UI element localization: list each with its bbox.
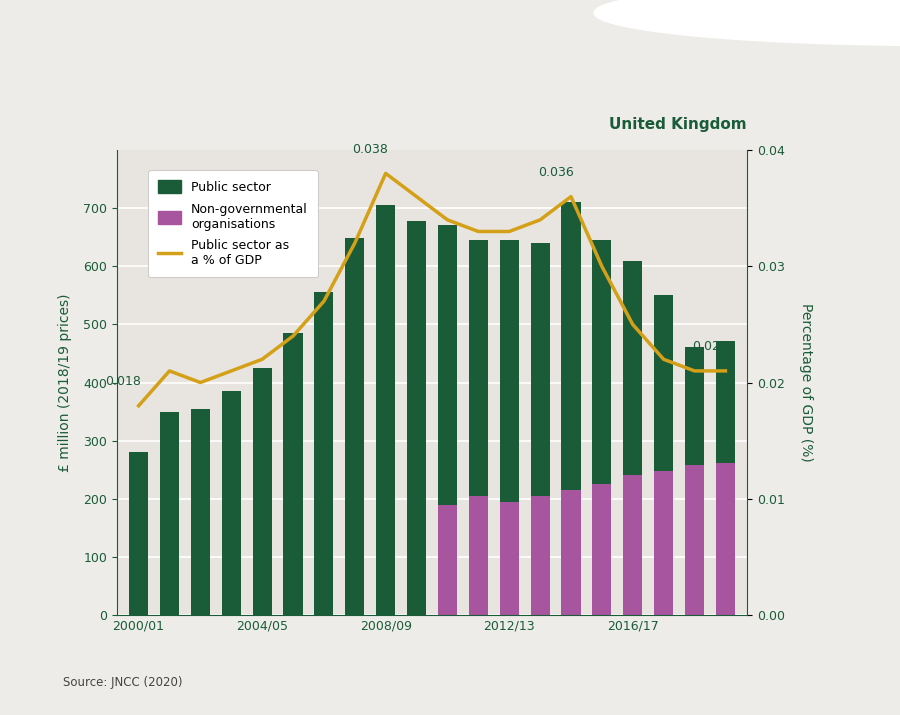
Legend: Public sector, Non-governmental
organisations, Public sector as
a % of GDP: Public sector, Non-governmental organisa… [148, 170, 318, 277]
Bar [160, 412, 179, 615]
Bar [685, 465, 704, 615]
Bar [407, 221, 426, 615]
Bar [253, 368, 272, 615]
Bar [129, 453, 148, 615]
Text: 0.038: 0.038 [352, 143, 388, 156]
Bar [685, 347, 704, 615]
Bar [623, 475, 643, 615]
Y-axis label: £ million (2018/19 prices): £ million (2018/19 prices) [58, 293, 72, 472]
Bar [654, 470, 673, 615]
Bar [376, 205, 395, 615]
Y-axis label: Percentage of GDP (%): Percentage of GDP (%) [798, 303, 813, 462]
Text: 0.036: 0.036 [537, 166, 573, 179]
Bar [623, 260, 643, 615]
Bar [500, 502, 518, 615]
Text: 0.022: 0.022 [692, 340, 728, 353]
Bar [654, 295, 673, 615]
Bar [221, 391, 241, 615]
Bar [314, 292, 334, 615]
Text: 0.018: 0.018 [105, 375, 141, 388]
Bar [346, 239, 365, 615]
Bar [592, 484, 611, 615]
Text: Source: JNCC (2020): Source: JNCC (2020) [63, 676, 183, 689]
Bar [562, 202, 580, 615]
Bar [716, 463, 735, 615]
Text: United Kingdom: United Kingdom [609, 117, 747, 132]
Circle shape [594, 0, 900, 46]
Bar [530, 243, 550, 615]
Bar [191, 409, 210, 615]
Bar [716, 341, 735, 615]
Bar [469, 495, 488, 615]
Bar [562, 490, 580, 615]
Bar [530, 495, 550, 615]
Bar [592, 240, 611, 615]
Bar [469, 240, 488, 615]
Bar [500, 240, 518, 615]
Bar [438, 505, 457, 615]
Bar [438, 225, 457, 615]
Bar [284, 333, 302, 615]
